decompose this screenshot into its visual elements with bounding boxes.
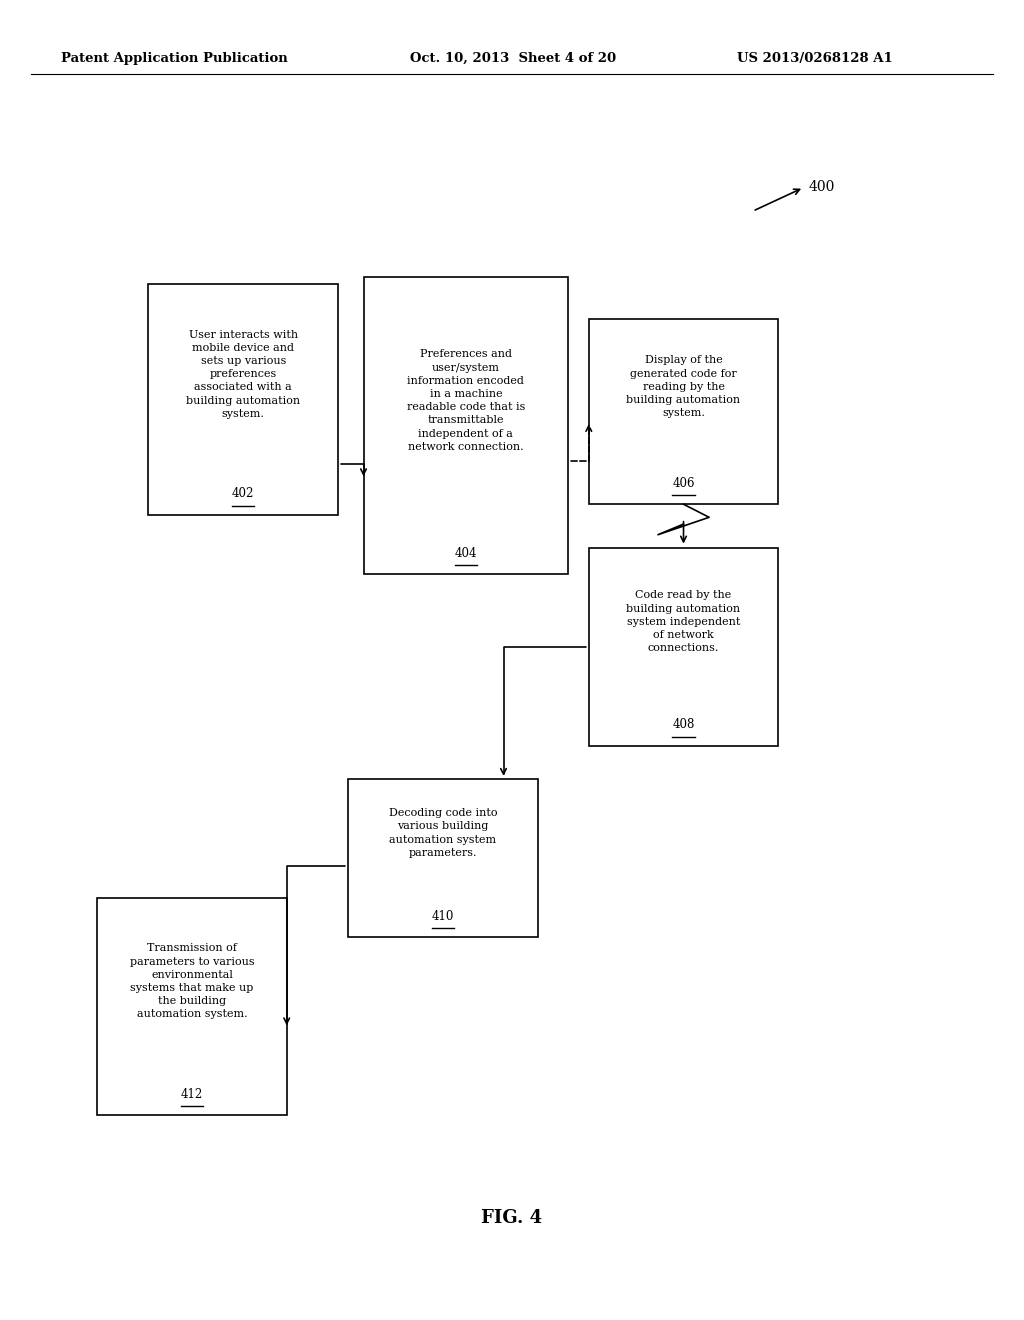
Text: FIG. 4: FIG. 4 [481,1209,543,1228]
FancyBboxPatch shape [148,284,338,515]
Text: 404: 404 [455,546,477,560]
Text: Preferences and
user/system
information encoded
in a machine
readable code that : Preferences and user/system information … [407,350,525,451]
FancyBboxPatch shape [589,548,778,746]
Text: 406: 406 [673,477,694,490]
Text: 402: 402 [232,487,254,500]
Text: Display of the
generated code for
reading by the
building automation
system.: Display of the generated code for readin… [627,355,740,418]
Text: 400: 400 [809,181,836,194]
Text: US 2013/0268128 A1: US 2013/0268128 A1 [737,51,893,65]
FancyBboxPatch shape [348,779,538,937]
FancyBboxPatch shape [97,898,287,1115]
Text: Transmission of
parameters to various
environmental
systems that make up
the bui: Transmission of parameters to various en… [130,944,254,1019]
Text: Code read by the
building automation
system independent
of network
connections.: Code read by the building automation sys… [627,590,740,653]
FancyBboxPatch shape [589,319,778,504]
Text: Oct. 10, 2013  Sheet 4 of 20: Oct. 10, 2013 Sheet 4 of 20 [410,51,615,65]
FancyBboxPatch shape [364,277,568,574]
Text: 410: 410 [432,909,454,923]
Text: Patent Application Publication: Patent Application Publication [61,51,288,65]
Text: 408: 408 [673,718,694,731]
Text: Decoding code into
various building
automation system
parameters.: Decoding code into various building auto… [389,808,497,858]
Text: 412: 412 [181,1088,203,1101]
Text: User interacts with
mobile device and
sets up various
preferences
associated wit: User interacts with mobile device and se… [186,330,300,418]
